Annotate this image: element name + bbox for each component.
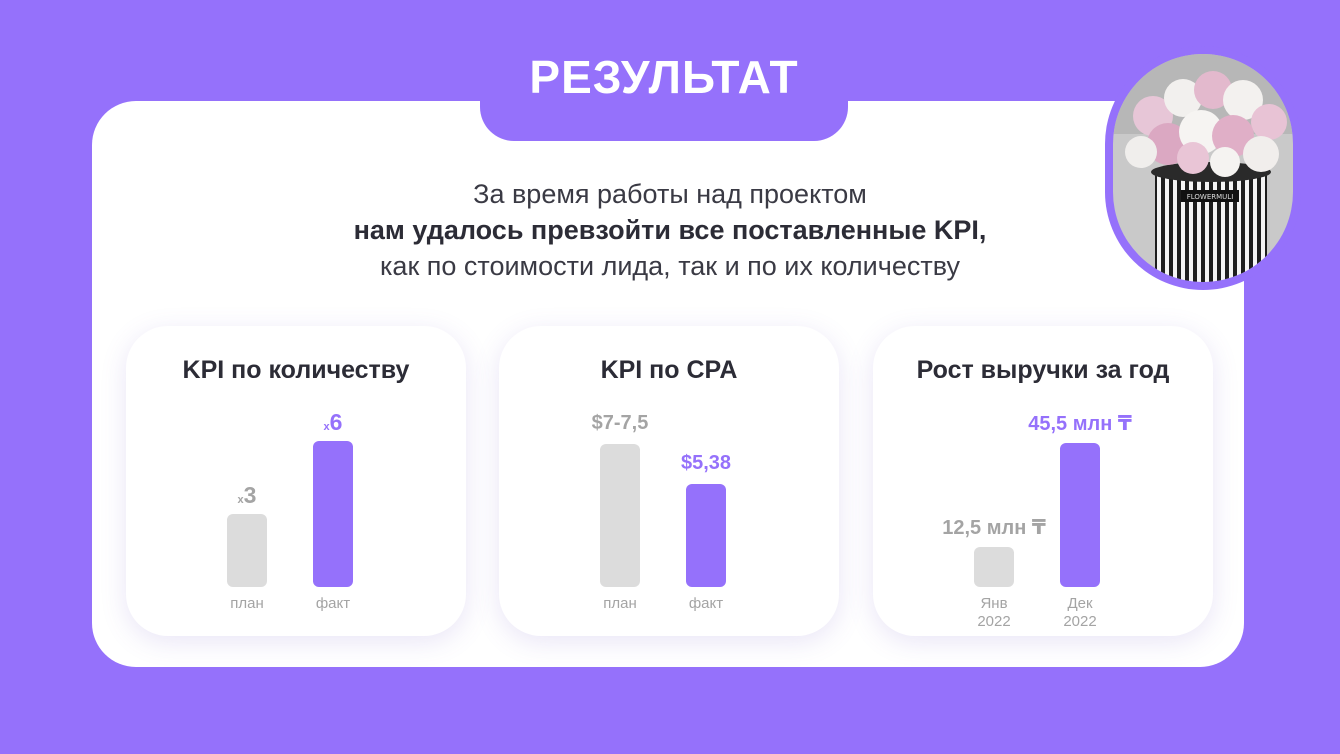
category-label-plan: план (230, 595, 264, 612)
value-label-fact: $5,38 (680, 452, 732, 475)
flower-box-photo: FLOWERMULI (1105, 46, 1301, 290)
intro-text: За время работы над проектом нам удалось… (260, 176, 1080, 284)
title-tab: РЕЗУЛЬТАТ (480, 20, 848, 141)
value-label-jan: 12,5 млн ₸ (942, 517, 1046, 540)
bar-plan (600, 444, 640, 587)
revenue-growth-card: Рост выручки за год 12,5 млн ₸ 45,5 млн … (873, 326, 1213, 636)
value-label-dec: 45,5 млн ₸ (1028, 413, 1132, 435)
category-label-fact: факт (688, 595, 724, 612)
category-label-jan: Янв 2022 (977, 595, 1011, 630)
chart-title: KPI по CPA (600, 356, 738, 384)
chart-title: Рост выручки за год (916, 356, 1170, 384)
page-title: РЕЗУЛЬТАТ (529, 51, 799, 103)
chart-title: KPI по количеству (182, 356, 410, 384)
bar-dec-2022 (1060, 443, 1100, 587)
category-label-fact: факт (315, 595, 351, 612)
category-label-dec: Дек 2022 (1063, 595, 1097, 630)
value-label-fact: x6 (323, 409, 343, 435)
bar-fact (686, 484, 726, 587)
value-label-plan: $7-7,5 (591, 412, 649, 434)
kpi-cpa-card: KPI по CPA $7-7,5 $5,38 план факт (499, 326, 839, 636)
bar-plan (227, 514, 267, 587)
intro-line-3: как по стоимости лида, так и по их колич… (380, 251, 960, 281)
intro-line-2: нам удалось превзойти все поставленные K… (353, 215, 987, 245)
flower-bouquet-image: FLOWERMULI (1113, 54, 1293, 282)
kpi-quantity-card: KPI по количеству x3 x6 план факт (126, 326, 466, 636)
intro-line-1: За время работы над проектом (473, 179, 867, 209)
bar-fact (313, 441, 353, 587)
value-label-plan: x3 (237, 482, 257, 508)
bar-jan-2022 (974, 547, 1014, 587)
box-label: FLOWERMULI (1187, 193, 1234, 201)
category-label-plan: план (603, 595, 637, 612)
